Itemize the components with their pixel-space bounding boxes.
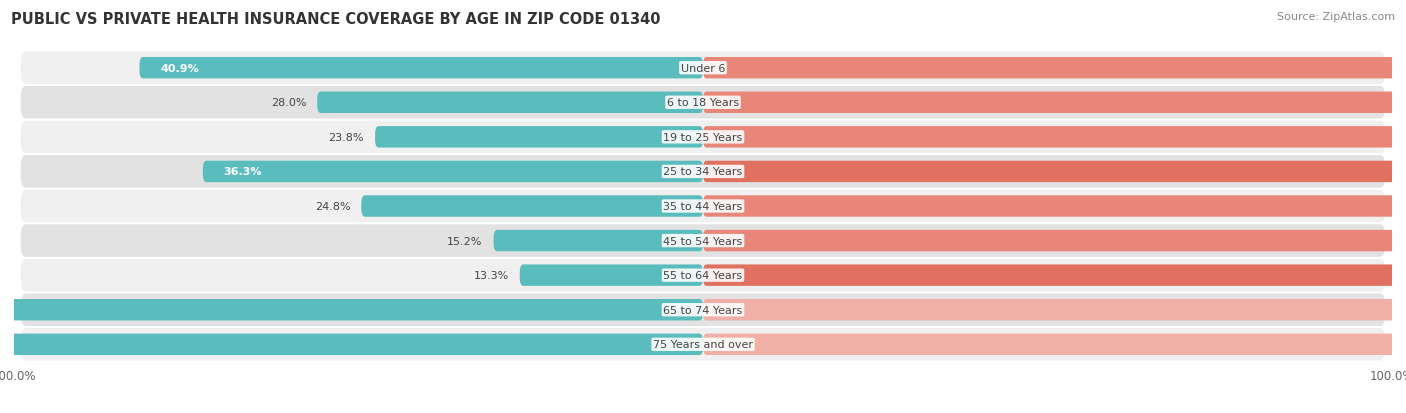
- FancyBboxPatch shape: [21, 52, 1385, 85]
- Text: 23.8%: 23.8%: [329, 133, 364, 142]
- FancyBboxPatch shape: [703, 334, 1406, 355]
- FancyBboxPatch shape: [703, 196, 1406, 217]
- Text: 15.2%: 15.2%: [447, 236, 482, 246]
- Text: Source: ZipAtlas.com: Source: ZipAtlas.com: [1277, 12, 1395, 22]
- FancyBboxPatch shape: [21, 225, 1385, 257]
- FancyBboxPatch shape: [21, 190, 1385, 223]
- Text: 40.9%: 40.9%: [160, 64, 198, 74]
- Text: 13.3%: 13.3%: [474, 271, 509, 280]
- FancyBboxPatch shape: [0, 299, 703, 320]
- FancyBboxPatch shape: [21, 87, 1385, 119]
- FancyBboxPatch shape: [361, 196, 703, 217]
- FancyBboxPatch shape: [703, 93, 1406, 114]
- FancyBboxPatch shape: [703, 127, 1406, 148]
- FancyBboxPatch shape: [703, 58, 1406, 79]
- Text: 25 to 34 Years: 25 to 34 Years: [664, 167, 742, 177]
- FancyBboxPatch shape: [318, 93, 703, 114]
- Text: 36.3%: 36.3%: [224, 167, 262, 177]
- FancyBboxPatch shape: [202, 161, 703, 183]
- Text: 75 Years and over: 75 Years and over: [652, 339, 754, 349]
- Text: 55 to 64 Years: 55 to 64 Years: [664, 271, 742, 280]
- FancyBboxPatch shape: [703, 161, 1406, 183]
- Text: 28.0%: 28.0%: [271, 98, 307, 108]
- FancyBboxPatch shape: [21, 294, 1385, 326]
- Text: 65 to 74 Years: 65 to 74 Years: [664, 305, 742, 315]
- FancyBboxPatch shape: [703, 265, 1406, 286]
- FancyBboxPatch shape: [139, 58, 703, 79]
- Text: 6 to 18 Years: 6 to 18 Years: [666, 98, 740, 108]
- FancyBboxPatch shape: [21, 121, 1385, 154]
- FancyBboxPatch shape: [494, 230, 703, 252]
- FancyBboxPatch shape: [0, 334, 703, 355]
- FancyBboxPatch shape: [375, 127, 703, 148]
- Text: Under 6: Under 6: [681, 64, 725, 74]
- FancyBboxPatch shape: [520, 265, 703, 286]
- FancyBboxPatch shape: [21, 156, 1385, 188]
- FancyBboxPatch shape: [21, 259, 1385, 292]
- FancyBboxPatch shape: [703, 230, 1406, 252]
- Text: PUBLIC VS PRIVATE HEALTH INSURANCE COVERAGE BY AGE IN ZIP CODE 01340: PUBLIC VS PRIVATE HEALTH INSURANCE COVER…: [11, 12, 661, 27]
- Text: 35 to 44 Years: 35 to 44 Years: [664, 202, 742, 211]
- Text: 19 to 25 Years: 19 to 25 Years: [664, 133, 742, 142]
- Text: 45 to 54 Years: 45 to 54 Years: [664, 236, 742, 246]
- FancyBboxPatch shape: [703, 299, 1406, 320]
- Text: 24.8%: 24.8%: [315, 202, 350, 211]
- FancyBboxPatch shape: [21, 328, 1385, 361]
